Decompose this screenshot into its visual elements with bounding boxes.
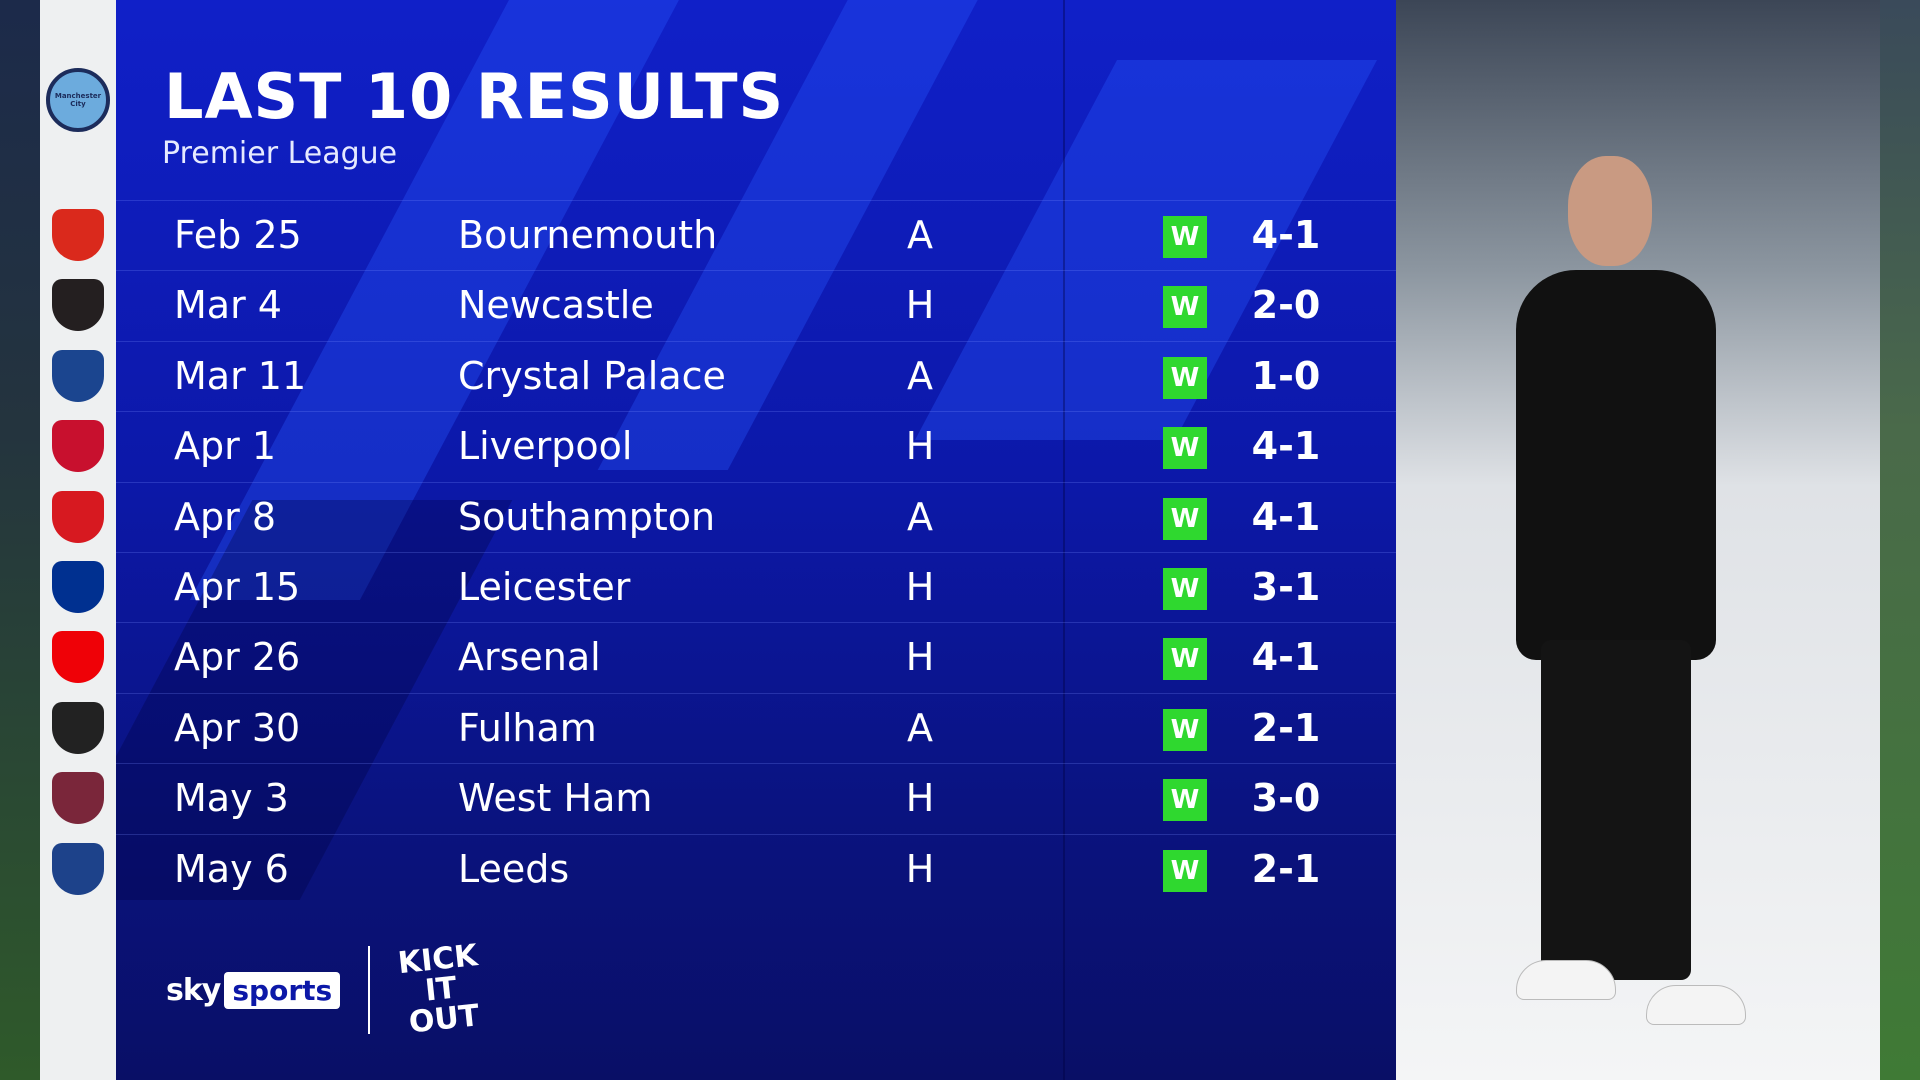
opponent-name: Leeds <box>458 846 570 891</box>
score: 4-1 <box>1251 424 1321 469</box>
venue: H <box>905 635 935 680</box>
background-stadium-right <box>1880 0 1920 1080</box>
opponent-name: Arsenal <box>458 635 601 680</box>
result-row: Feb 25 Bournemouth A W 4-1 <box>116 200 1396 270</box>
result-badge: W <box>1163 708 1207 751</box>
result-badge: W <box>1163 638 1207 681</box>
score: 2-1 <box>1251 705 1321 750</box>
opponent-name: Crystal Palace <box>458 353 726 398</box>
man-city-badge-icon: Manchester City <box>46 68 110 132</box>
match-date: Feb 25 <box>174 213 302 257</box>
result-row: Apr 30 Fulham A W 2-1 <box>116 692 1396 763</box>
match-date: Apr 8 <box>174 494 276 539</box>
result-row: Apr 15 Leicester H W 3-1 <box>116 552 1396 622</box>
score: 1-0 <box>1251 353 1321 398</box>
score: 2-0 <box>1251 283 1321 328</box>
venue: H <box>905 846 935 891</box>
opponent-badge-icon <box>52 842 104 895</box>
results-panel: LAST 10 RESULTS Premier League Feb 25 Bo… <box>116 0 1396 1080</box>
opponent-badge-icon <box>52 561 104 613</box>
page-title: LAST 10 RESULTS <box>164 60 785 133</box>
result-badge: W <box>1163 849 1207 892</box>
result-row: Apr 8 Southampton A W 4-1 <box>116 481 1396 552</box>
venue: A <box>907 494 933 539</box>
opponent-name: Liverpool <box>458 424 633 469</box>
score: 3-0 <box>1251 776 1321 821</box>
score: 3-1 <box>1251 565 1321 609</box>
opponent-badge-icon <box>52 772 104 825</box>
venue: A <box>907 705 933 750</box>
footer-divider <box>368 946 371 1034</box>
manager-photo <box>1396 0 1880 1080</box>
score: 4-1 <box>1251 635 1321 680</box>
venue: H <box>905 283 935 328</box>
result-badge: W <box>1163 356 1207 399</box>
match-date: Apr 15 <box>174 565 301 609</box>
opponent-badge-icon <box>52 279 104 332</box>
venue: H <box>905 424 935 469</box>
result-row: Apr 26 Arsenal H W 4-1 <box>116 622 1396 692</box>
result-badge: W <box>1163 427 1207 470</box>
result-badge: W <box>1163 779 1207 822</box>
score: 4-1 <box>1251 213 1321 257</box>
column-divider <box>1063 0 1065 1080</box>
score: 2-1 <box>1251 846 1321 891</box>
match-date: Mar 11 <box>174 353 307 398</box>
result-badge: W <box>1163 497 1207 540</box>
opponent-name: West Ham <box>458 776 653 821</box>
opponent-name: Fulham <box>458 705 597 750</box>
result-row: Mar 11 Crystal Palace A W 1-0 <box>116 340 1396 411</box>
opponent-name: Newcastle <box>458 283 654 328</box>
opponent-badge-icon <box>52 701 104 754</box>
background-stadium-left <box>0 0 40 1080</box>
match-date: May 3 <box>174 776 289 821</box>
match-date: Apr 1 <box>174 424 276 469</box>
opponent-name: Leicester <box>458 565 631 609</box>
sports-logo: sports <box>224 971 341 1009</box>
venue: H <box>905 776 935 821</box>
result-row: Mar 4 Newcastle H W 2-0 <box>116 270 1396 340</box>
score: 4-1 <box>1251 494 1321 539</box>
kick-it-out-logo: KICK IT OUT <box>396 938 482 1041</box>
result-row: Apr 1 Liverpool H W 4-1 <box>116 411 1396 481</box>
venue: A <box>907 213 933 257</box>
match-date: Apr 26 <box>174 635 301 680</box>
result-row: May 6 Leeds H W 2-1 <box>116 833 1396 904</box>
match-date: May 6 <box>174 846 289 891</box>
opponent-badge-icon <box>52 209 104 261</box>
badge-column: Manchester City <box>40 0 116 1080</box>
venue: H <box>905 565 935 609</box>
opponent-badge-icon <box>52 490 104 543</box>
opponent-badge-icon <box>52 631 104 684</box>
sky-logo: sky <box>166 972 221 1008</box>
opponent-badge-icon <box>52 349 104 402</box>
opponent-badge-icon <box>52 420 104 473</box>
competition-subtitle: Premier League <box>162 136 398 171</box>
opponent-name: Bournemouth <box>458 213 718 257</box>
result-row: May 3 West Ham H W 3-0 <box>116 763 1396 833</box>
match-date: Mar 4 <box>174 283 282 328</box>
result-badge: W <box>1163 286 1207 329</box>
opponent-name: Southampton <box>458 494 716 539</box>
result-badge: W <box>1163 568 1207 610</box>
footer-logos: sky sports KICK IT OUT <box>166 938 484 1040</box>
match-date: Apr 30 <box>174 705 301 750</box>
venue: A <box>907 353 933 398</box>
result-badge: W <box>1163 216 1207 258</box>
